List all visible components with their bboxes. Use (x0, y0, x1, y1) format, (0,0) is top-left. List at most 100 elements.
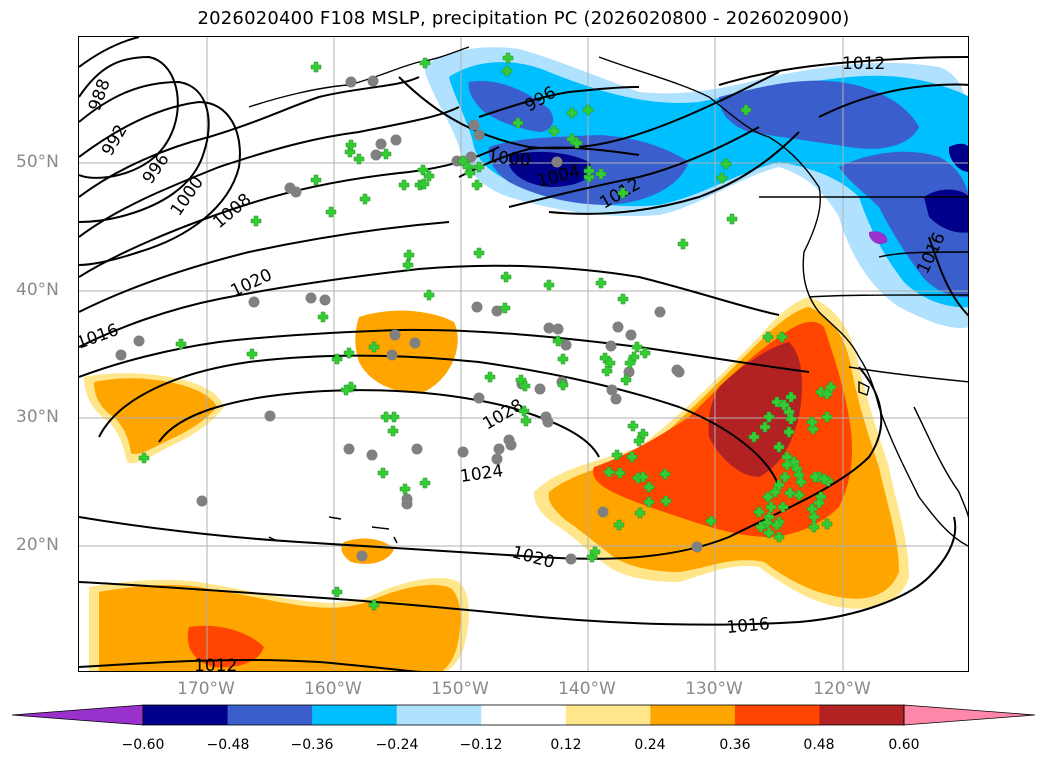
station-ring (551, 156, 563, 168)
station-marker (613, 519, 625, 531)
station-marker (762, 331, 774, 343)
station-ring (367, 75, 379, 87)
isobar-label: 1020 (510, 543, 557, 574)
station-marker (403, 249, 415, 261)
precip-positive-shading (84, 297, 909, 671)
station-marker (499, 302, 511, 314)
station-marker (398, 179, 410, 191)
station-marker (825, 381, 837, 393)
station-ring (411, 443, 423, 455)
colorbar-segment (227, 705, 313, 725)
station-ring (366, 449, 378, 461)
station-marker (793, 489, 805, 501)
station-marker (246, 348, 258, 360)
station-marker (343, 347, 355, 359)
station-ring (457, 446, 469, 458)
station-marker (637, 471, 649, 483)
isobar-label: 996 (139, 150, 174, 188)
station-marker (368, 341, 380, 353)
station-marker (603, 466, 615, 478)
station-marker (583, 165, 595, 177)
station-ring (473, 392, 485, 404)
station-marker (631, 341, 643, 353)
station-marker (423, 170, 435, 182)
station-marker (317, 311, 329, 323)
station-marker (740, 104, 752, 116)
station-marker (779, 471, 791, 483)
station-ring (390, 134, 402, 146)
colorbar-tick-label: 0.24 (634, 737, 666, 753)
station-marker (626, 451, 638, 463)
station-marker (359, 193, 371, 205)
colorbar-segment (650, 705, 736, 725)
station-marker (617, 187, 629, 199)
lon-label-160w: 160°W (304, 679, 362, 699)
station-ring (343, 443, 355, 455)
station-marker (771, 519, 783, 531)
isobar-label: 1016 (79, 320, 121, 354)
isobar-label: 1020 (228, 265, 276, 301)
station-marker (604, 357, 616, 369)
station-marker (628, 351, 640, 363)
station-marker (763, 527, 775, 539)
station-marker (627, 420, 639, 432)
station-ring (606, 384, 618, 396)
station-marker (748, 431, 760, 443)
station-ring (401, 493, 413, 505)
station-ring (654, 306, 666, 318)
station-marker (417, 164, 429, 176)
station-marker (377, 467, 389, 479)
station-marker (380, 148, 392, 160)
station-marker (677, 238, 689, 250)
station-marker (763, 411, 775, 423)
station-marker (473, 161, 485, 173)
station-marker (806, 503, 818, 515)
station-marker (325, 206, 337, 218)
lon-label-150w: 150°W (431, 679, 489, 699)
station-ring (370, 149, 382, 161)
station-marker (520, 415, 532, 427)
station-marker (353, 153, 365, 165)
station-marker (552, 335, 564, 347)
station-marker (643, 481, 655, 493)
station-marker (543, 279, 555, 291)
colorbar-segment (396, 705, 482, 725)
lon-label-120w: 120°W (813, 679, 871, 699)
station-marker (809, 471, 821, 483)
station-marker (785, 413, 797, 425)
colorbar-tick-label: −0.60 (121, 737, 165, 753)
station-marker (777, 501, 789, 513)
station-marker (548, 125, 560, 137)
station-ring (319, 294, 331, 306)
colorbar-segments (11, 704, 1036, 726)
station-marker (617, 293, 629, 305)
lat-label-20n: 20°N (16, 535, 59, 555)
station-marker (380, 411, 392, 423)
colorbar-segment (819, 705, 905, 725)
station-ring (565, 553, 577, 565)
precip-negative-shading (424, 47, 968, 328)
isobar-label: 1008 (209, 190, 255, 233)
colorbar-tick-label: 0.12 (550, 737, 582, 753)
station-ring (115, 349, 127, 361)
colorbar-tick-label: −0.12 (459, 737, 503, 753)
station-marker (340, 384, 352, 396)
station-marker (471, 179, 483, 191)
station-marker (512, 117, 524, 129)
station-ring (625, 329, 637, 341)
colorbar-tick-label: 0.36 (719, 737, 751, 753)
station-marker (557, 353, 569, 365)
station-ring (133, 335, 145, 347)
station-marker (331, 586, 343, 598)
station-marker (519, 380, 531, 392)
station-ring (493, 443, 505, 455)
station-marker (716, 172, 728, 184)
station-marker (808, 521, 820, 533)
station-ring (610, 393, 622, 405)
station-marker (310, 61, 322, 73)
map-title: 2026020400 F108 MSLP, precipitation PC (… (197, 8, 850, 29)
lon-label-170w: 170°W (177, 679, 235, 699)
station-marker (753, 506, 765, 518)
station-marker (473, 247, 485, 259)
station-marker (419, 477, 431, 489)
